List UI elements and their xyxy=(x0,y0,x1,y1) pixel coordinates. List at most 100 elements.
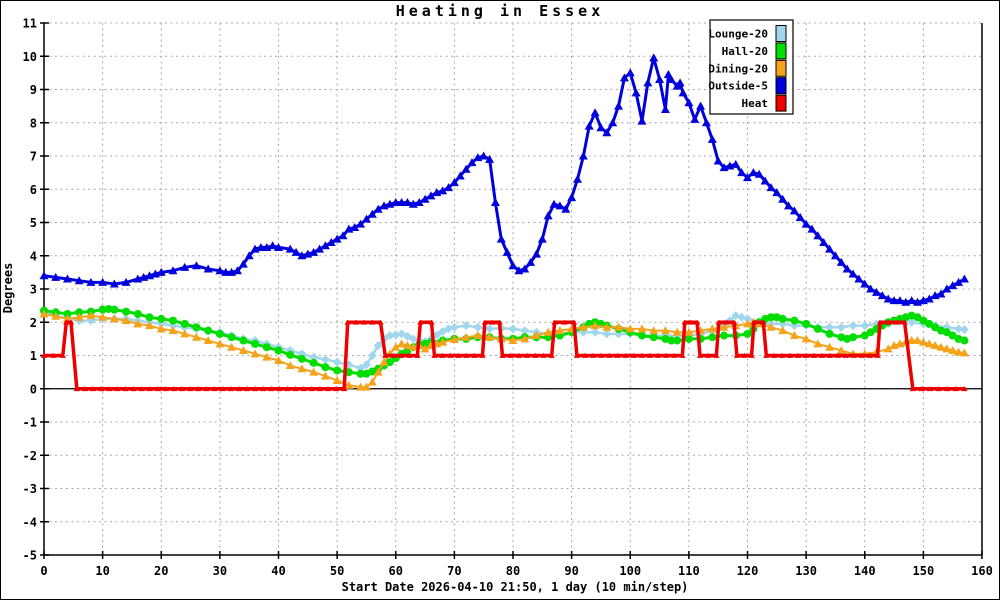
marker xyxy=(819,237,829,246)
marker xyxy=(479,151,489,160)
marker xyxy=(942,284,952,293)
marker xyxy=(97,386,105,392)
y-tick-label: 4 xyxy=(30,249,37,263)
marker xyxy=(693,319,701,325)
marker xyxy=(515,352,523,358)
marker xyxy=(203,336,213,345)
marker xyxy=(332,357,342,367)
marker xyxy=(180,319,189,328)
x-tick-label: 90 xyxy=(564,564,578,578)
marker xyxy=(713,156,723,165)
x-tick-label: 120 xyxy=(737,564,759,578)
y-tick-label: 5 xyxy=(30,216,37,230)
marker xyxy=(326,237,336,246)
gridlines xyxy=(43,22,983,556)
marker xyxy=(707,324,717,333)
marker xyxy=(191,332,201,341)
marker xyxy=(866,352,873,358)
marker xyxy=(121,316,131,325)
marker xyxy=(463,352,470,358)
series-outside-5 xyxy=(39,53,969,306)
marker xyxy=(667,336,676,345)
marker xyxy=(684,98,694,107)
marker xyxy=(825,329,834,338)
x-tick-label: 140 xyxy=(854,564,876,578)
marker xyxy=(309,367,319,376)
marker xyxy=(548,352,555,358)
marker xyxy=(925,319,934,328)
marker xyxy=(578,151,588,160)
marker xyxy=(942,328,951,337)
marker xyxy=(737,168,747,177)
marker xyxy=(367,351,377,360)
marker xyxy=(830,251,840,260)
marker xyxy=(285,244,295,253)
marker xyxy=(121,277,131,286)
legend-label: Outside-5 xyxy=(708,80,768,93)
marker xyxy=(502,247,512,256)
marker xyxy=(449,335,459,344)
marker xyxy=(191,261,201,270)
marker xyxy=(637,116,647,125)
y-tick-label: -4 xyxy=(23,515,37,529)
marker xyxy=(239,336,248,345)
x-tick-label: 40 xyxy=(271,564,285,578)
marker xyxy=(537,234,547,243)
marker xyxy=(274,242,283,251)
marker xyxy=(719,322,729,331)
marker xyxy=(924,294,934,303)
marker xyxy=(733,352,741,358)
marker xyxy=(130,386,137,392)
marker xyxy=(836,346,846,355)
marker xyxy=(81,386,89,392)
marker xyxy=(786,352,794,358)
marker xyxy=(455,352,462,358)
marker xyxy=(431,352,438,358)
marker xyxy=(268,386,275,392)
marker xyxy=(931,323,940,332)
marker xyxy=(361,382,371,391)
marker xyxy=(723,319,730,325)
marker xyxy=(860,279,870,288)
series-line xyxy=(42,56,966,304)
marker xyxy=(660,104,670,113)
marker xyxy=(584,121,594,130)
marker xyxy=(315,244,325,253)
marker xyxy=(74,312,84,321)
marker xyxy=(549,199,559,208)
marker xyxy=(227,386,234,392)
marker xyxy=(532,352,539,358)
marker xyxy=(720,331,729,340)
x-tick-label: 10 xyxy=(95,564,109,578)
marker xyxy=(162,386,170,392)
marker xyxy=(555,326,565,335)
marker xyxy=(684,334,693,343)
marker xyxy=(707,134,717,143)
marker xyxy=(671,352,678,358)
marker xyxy=(251,386,259,392)
marker xyxy=(772,188,782,197)
marker xyxy=(602,329,612,339)
marker xyxy=(760,319,767,325)
marker xyxy=(406,352,413,358)
marker xyxy=(942,344,952,353)
y-tick-label: -2 xyxy=(23,449,37,463)
marker xyxy=(907,317,917,327)
marker xyxy=(391,330,401,340)
marker xyxy=(320,371,330,380)
marker xyxy=(467,158,477,167)
marker xyxy=(531,249,541,258)
marker xyxy=(766,183,776,192)
marker xyxy=(825,322,835,332)
marker xyxy=(250,349,260,358)
marker xyxy=(543,211,553,220)
marker xyxy=(67,319,75,325)
marker xyxy=(243,386,251,392)
marker xyxy=(750,319,758,325)
marker xyxy=(309,358,318,367)
marker xyxy=(98,277,108,286)
marker xyxy=(426,191,436,200)
